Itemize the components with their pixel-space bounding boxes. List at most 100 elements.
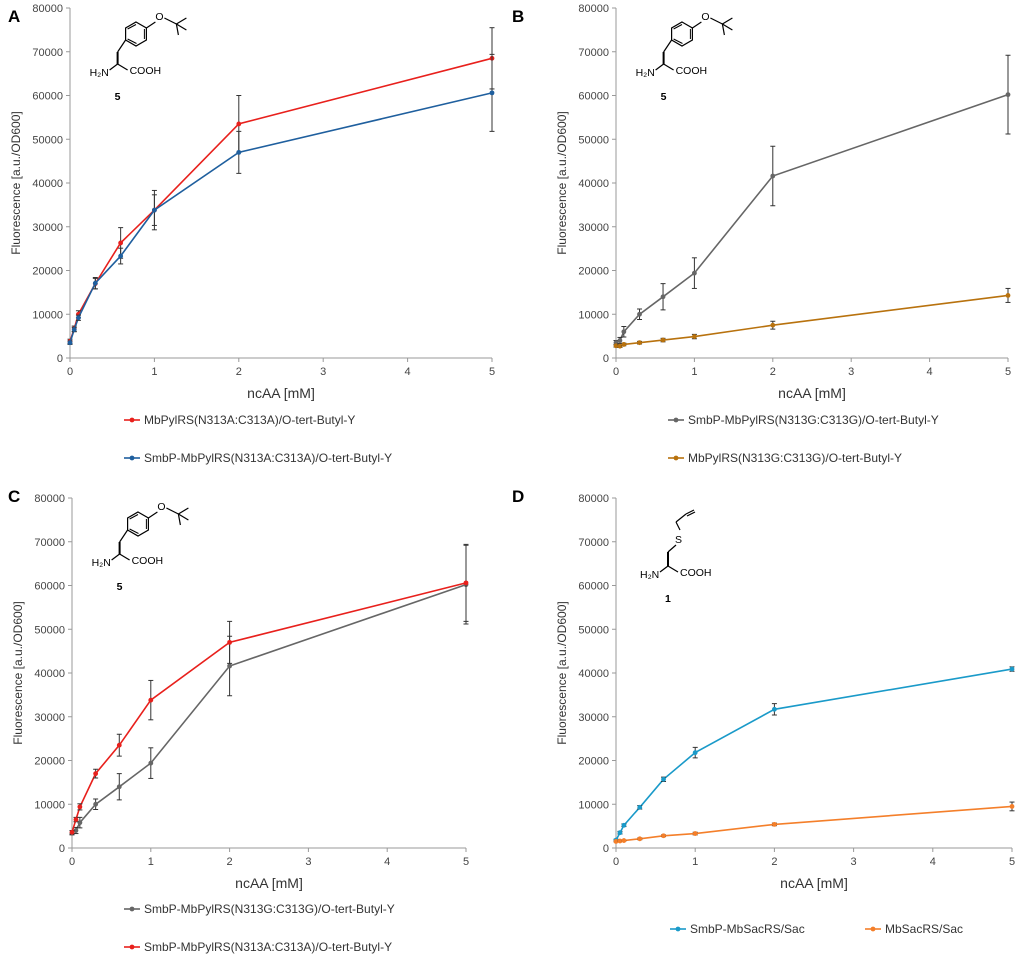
bond-icon [164, 17, 177, 25]
double-bond-icon [686, 511, 696, 517]
bond-icon [148, 511, 158, 519]
panel-c: C 0 10000 20000 30000 40000 50000 60000 70000 800… [0, 480, 508, 961]
y-tick-label: 0 [603, 843, 609, 855]
bond-icon [721, 23, 725, 36]
series-2 [69, 543, 469, 835]
y-tick-label: 80000 [32, 3, 63, 15]
panel-letter: D [512, 487, 524, 506]
data-point [621, 838, 627, 843]
y-axis-title: Fluorescence [a.u./OD600] [555, 601, 569, 744]
data-point [617, 338, 623, 343]
legend-item: MbPylRS(N313A:C313A)/O-tert-Butyl-Y [124, 413, 355, 427]
data-point [613, 839, 619, 844]
series-line [615, 805, 1013, 843]
x-tick-label: 3 [848, 366, 854, 378]
data-point [73, 828, 79, 833]
x-axis-title: ncAA [mM] [778, 385, 846, 401]
data-point [67, 340, 73, 346]
bond-icon [685, 509, 695, 515]
compound-number: 5 [115, 91, 121, 103]
data-point [118, 253, 124, 259]
legend-item: MbPylRS(N313G:C313G)/O-tert-Butyl-Y [668, 451, 902, 465]
bond-icon [178, 513, 189, 521]
x-tick-label: 0 [613, 856, 619, 868]
x-tick-label: 0 [69, 856, 75, 868]
y-tick-label: 70000 [578, 537, 609, 549]
data-point [661, 833, 666, 839]
amine-label: H₂N [92, 557, 111, 569]
legend-item: SmbP-MbPylRS(N313A:C313A)/O-tert-Butyl-Y [124, 940, 392, 954]
oxygen-label: O [701, 11, 709, 23]
double-bond-icon [673, 38, 683, 44]
data-point [76, 315, 81, 321]
y-tick-label: 40000 [32, 178, 63, 190]
data-point [489, 90, 495, 96]
x-tick-label: 0 [67, 366, 73, 378]
double-bond-icon [129, 528, 139, 534]
axes: 0 10000 20000 30000 40000 50000 60000 70000 8000… [578, 3, 1011, 378]
legend-item: SmbP-MbPylRS(N313G:C313G)/O-tert-Butyl-Y [668, 413, 939, 427]
x-tick-label: 5 [1009, 856, 1015, 868]
x-tick-label: 1 [148, 856, 154, 868]
bond-icon [176, 23, 187, 31]
y-tick-label: 20000 [578, 266, 609, 278]
legend-swatch-marker [673, 455, 679, 461]
data-point [1009, 804, 1015, 809]
panel-d: D 0 10000 20000 30000 40000 50000 60000 70000 800… [508, 480, 1017, 961]
legend-label: MbPylRS(N313A:C313A)/O-tert-Butyl-Y [144, 413, 355, 427]
benzene-ring-icon [671, 21, 693, 47]
legend-label: SmbP-MbPylRS(N313A:C313A)/O-tert-Butyl-Y [144, 940, 392, 954]
legend-item: SmbP-MbPylRS(N313G:C313G)/O-tert-Butyl-Y [124, 902, 395, 916]
y-tick-label: 70000 [578, 47, 609, 59]
bond-icon [117, 39, 127, 53]
legend-swatch-marker [129, 455, 135, 461]
data-point [116, 742, 122, 748]
x-axis-title: ncAA [mM] [780, 875, 848, 891]
data-point [692, 270, 697, 276]
data-point [1009, 666, 1015, 672]
oxygen-label: O [155, 11, 163, 23]
double-bond-icon [673, 24, 683, 30]
acid-label: COOH [676, 65, 708, 77]
x-tick-label: 5 [1005, 366, 1011, 378]
series-line [615, 668, 1013, 841]
series-2 [613, 287, 1011, 349]
x-tick-label: 4 [927, 366, 933, 378]
legend: MbPylRS(N313A:C313A)/O-tert-Butyl-Y SmbP-… [124, 413, 392, 465]
double-bond-icon [127, 38, 137, 44]
compound-number: 5 [661, 91, 667, 103]
y-tick-label: 20000 [32, 266, 63, 278]
y-tick-label: 30000 [578, 222, 609, 234]
data-point [236, 121, 242, 127]
chemical-structure: S H₂N COOH 1 [640, 509, 712, 605]
data-point [621, 822, 627, 828]
data-point [152, 207, 157, 213]
bond-icon [117, 63, 128, 71]
bond-icon [111, 553, 120, 561]
x-tick-label: 3 [851, 856, 857, 868]
data-point [637, 836, 643, 842]
panel-a: A 0 10000 20000 30000 40000 50000 60000 70000 800… [0, 0, 508, 480]
compound-number: 5 [117, 581, 123, 593]
x-axis-title: ncAA [mM] [235, 875, 303, 891]
series-line [615, 294, 1009, 348]
x-tick-label: 4 [930, 856, 936, 868]
data-point [77, 820, 83, 826]
data-point [93, 771, 99, 777]
y-tick-label: 0 [57, 353, 63, 365]
x-tick-label: 2 [227, 856, 233, 868]
series-2 [67, 53, 495, 346]
series-1 [69, 544, 469, 836]
x-tick-label: 2 [770, 366, 776, 378]
bond-icon [176, 17, 187, 25]
data-point [463, 580, 469, 586]
bond-icon [663, 39, 673, 53]
data-point [73, 817, 79, 822]
data-point [236, 149, 242, 155]
data-point [637, 804, 643, 810]
series-2 [613, 801, 1015, 844]
series-1 [613, 54, 1011, 346]
y-tick-label: 80000 [578, 493, 609, 505]
panel-letter: C [8, 487, 20, 506]
data-point [69, 829, 75, 835]
